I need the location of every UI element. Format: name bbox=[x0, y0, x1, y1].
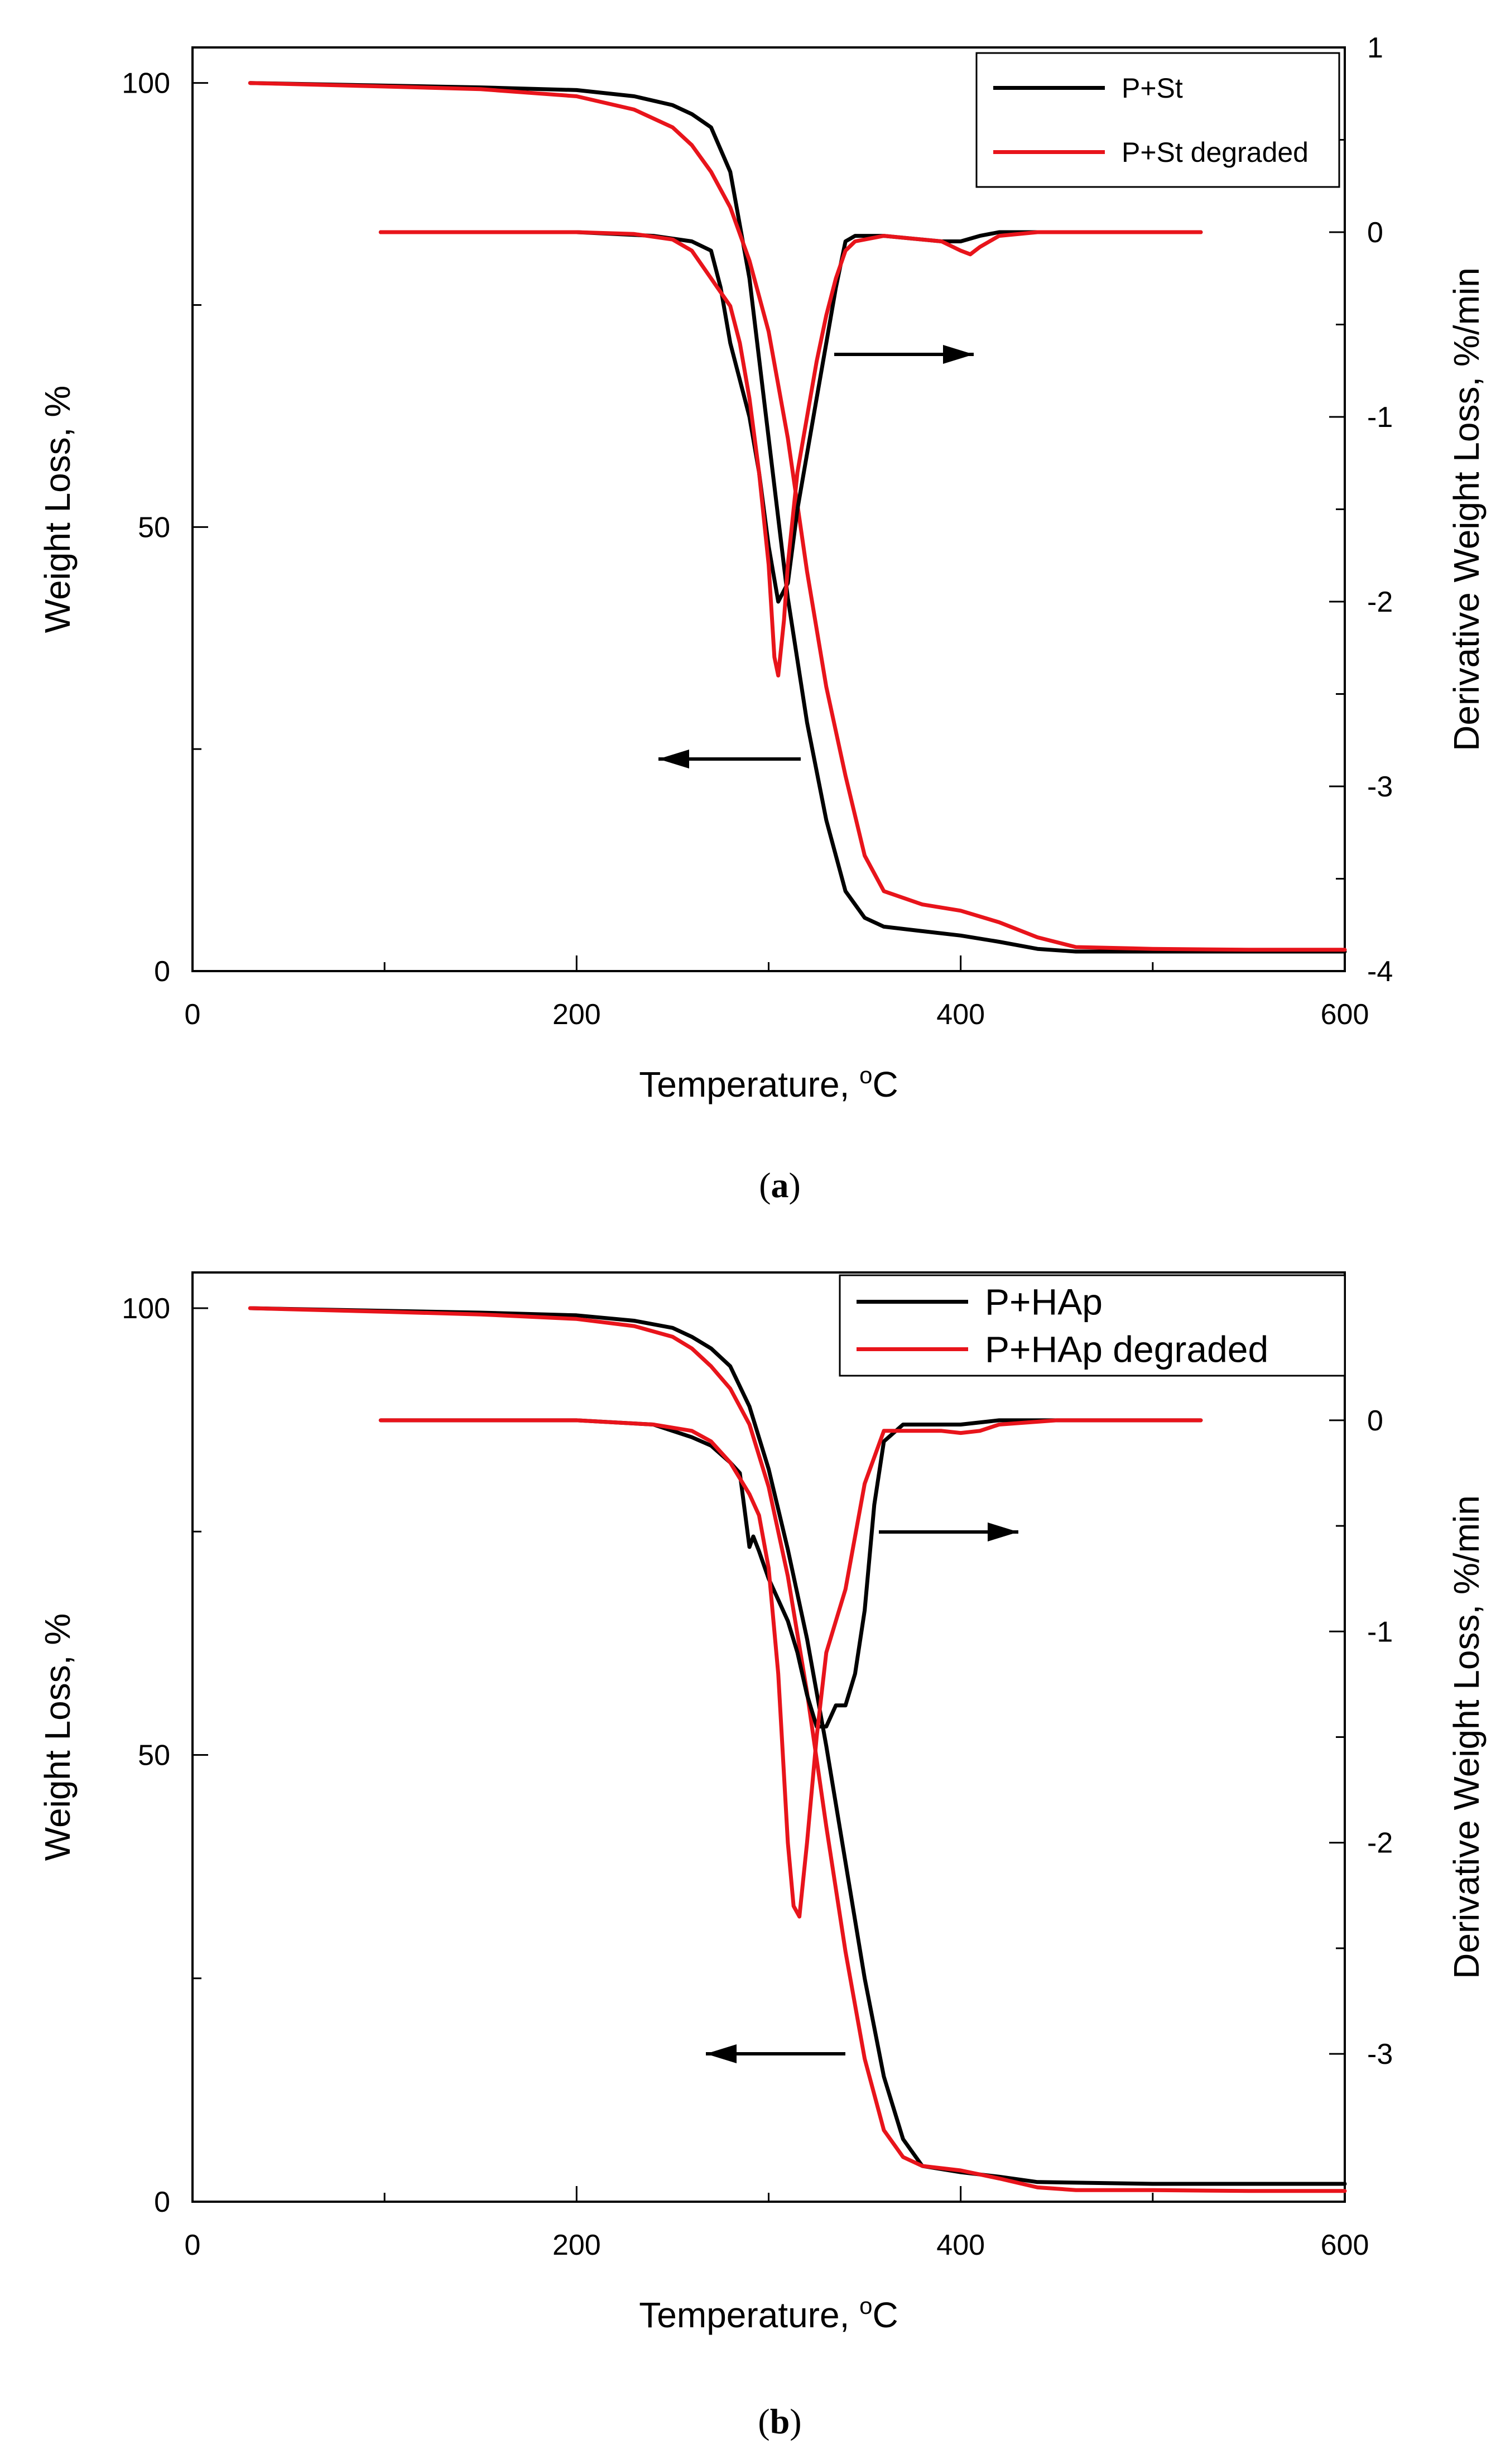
y2-tick-label: 0 bbox=[1367, 217, 1383, 249]
arrow-left-head bbox=[706, 2044, 737, 2063]
y2-axis-title: Derivative Weight Loss, %/min bbox=[1446, 1495, 1487, 1979]
y-tick-label: 50 bbox=[138, 1740, 170, 1772]
arrow-right-head bbox=[988, 1522, 1018, 1541]
y2-tick-label: -2 bbox=[1367, 1827, 1393, 1860]
x-tick-label: 200 bbox=[552, 998, 601, 1031]
legend-box bbox=[839, 1274, 1346, 1377]
legend-label: P+St degraded bbox=[1122, 137, 1309, 168]
y-tick-label: 0 bbox=[154, 2186, 170, 2218]
arrow-right-head bbox=[943, 345, 974, 364]
x-tick-label: 400 bbox=[936, 2229, 985, 2261]
x-axis-title: Temperature, oC bbox=[639, 1062, 898, 1104]
panel-caption-b: (b) bbox=[758, 2401, 801, 2441]
legend-box bbox=[975, 52, 1340, 188]
y2-tick-label: -3 bbox=[1367, 2038, 1393, 2071]
chart-panel-b: 0 200 400 600 0 50 100 0 -1 -2 -3 Temperature, oC We… bbox=[37, 1271, 1487, 2335]
y-tick-label: 100 bbox=[122, 68, 170, 100]
legend: P+St P+St degraded bbox=[975, 52, 1340, 188]
y2-tick-label: 0 bbox=[1367, 1405, 1383, 1437]
legend-label: P+St bbox=[1122, 73, 1183, 104]
x-tick-label: 400 bbox=[936, 998, 985, 1031]
y-tick-label: 0 bbox=[154, 955, 170, 988]
y2-tick-label: -3 bbox=[1367, 771, 1393, 803]
series-line-p-st bbox=[248, 81, 1347, 954]
x-tick-label: 0 bbox=[185, 2229, 201, 2261]
x-tick-label: 200 bbox=[552, 2229, 601, 2261]
y-axis-title: Weight Loss, % bbox=[37, 386, 78, 633]
series-line-p-st-degraded bbox=[248, 81, 1347, 952]
y-tick-label: 100 bbox=[122, 1293, 170, 1325]
legend: P+HAp P+HAp degraded bbox=[839, 1274, 1346, 1377]
y2-tick-label: 1 bbox=[1367, 32, 1383, 64]
legend-label: P+HAp bbox=[985, 1281, 1103, 1323]
series-line-p-st-degraded-derivative bbox=[378, 230, 1203, 678]
y2-axis-title: Derivative Weight Loss, %/min bbox=[1446, 267, 1487, 751]
x-tick-label: 600 bbox=[1321, 998, 1369, 1031]
y-tick-label: 50 bbox=[138, 511, 170, 544]
y2-tick-label: -4 bbox=[1367, 955, 1393, 988]
x-axis-title: Temperature, oC bbox=[639, 2293, 898, 2335]
arrow-left-head bbox=[658, 750, 689, 769]
series-line-p-hap-degraded-derivative bbox=[378, 1418, 1203, 1919]
panel-caption-a: (a) bbox=[759, 1165, 801, 1205]
y2-tick-label: -1 bbox=[1367, 1616, 1393, 1648]
x-tick-label: 0 bbox=[185, 998, 201, 1031]
x-tick-label: 600 bbox=[1321, 2229, 1369, 2261]
series-line-p-st-derivative bbox=[378, 230, 1203, 604]
y-axis-title: Weight Loss, % bbox=[37, 1613, 78, 1861]
y2-tick-label: -2 bbox=[1367, 586, 1393, 618]
chart-panel-a: 0 200 400 600 0 50 100 1 0 -1 -2 -3 -4 Temperature, o… bbox=[37, 32, 1487, 1104]
plot-frame bbox=[191, 1271, 1346, 2203]
y2-tick-label: -1 bbox=[1367, 401, 1393, 434]
legend-label: P+HAp degraded bbox=[985, 1329, 1268, 1370]
series-line-p-hap-derivative bbox=[378, 1418, 1203, 1729]
series-line-p-hap-degraded bbox=[248, 1306, 1347, 2193]
